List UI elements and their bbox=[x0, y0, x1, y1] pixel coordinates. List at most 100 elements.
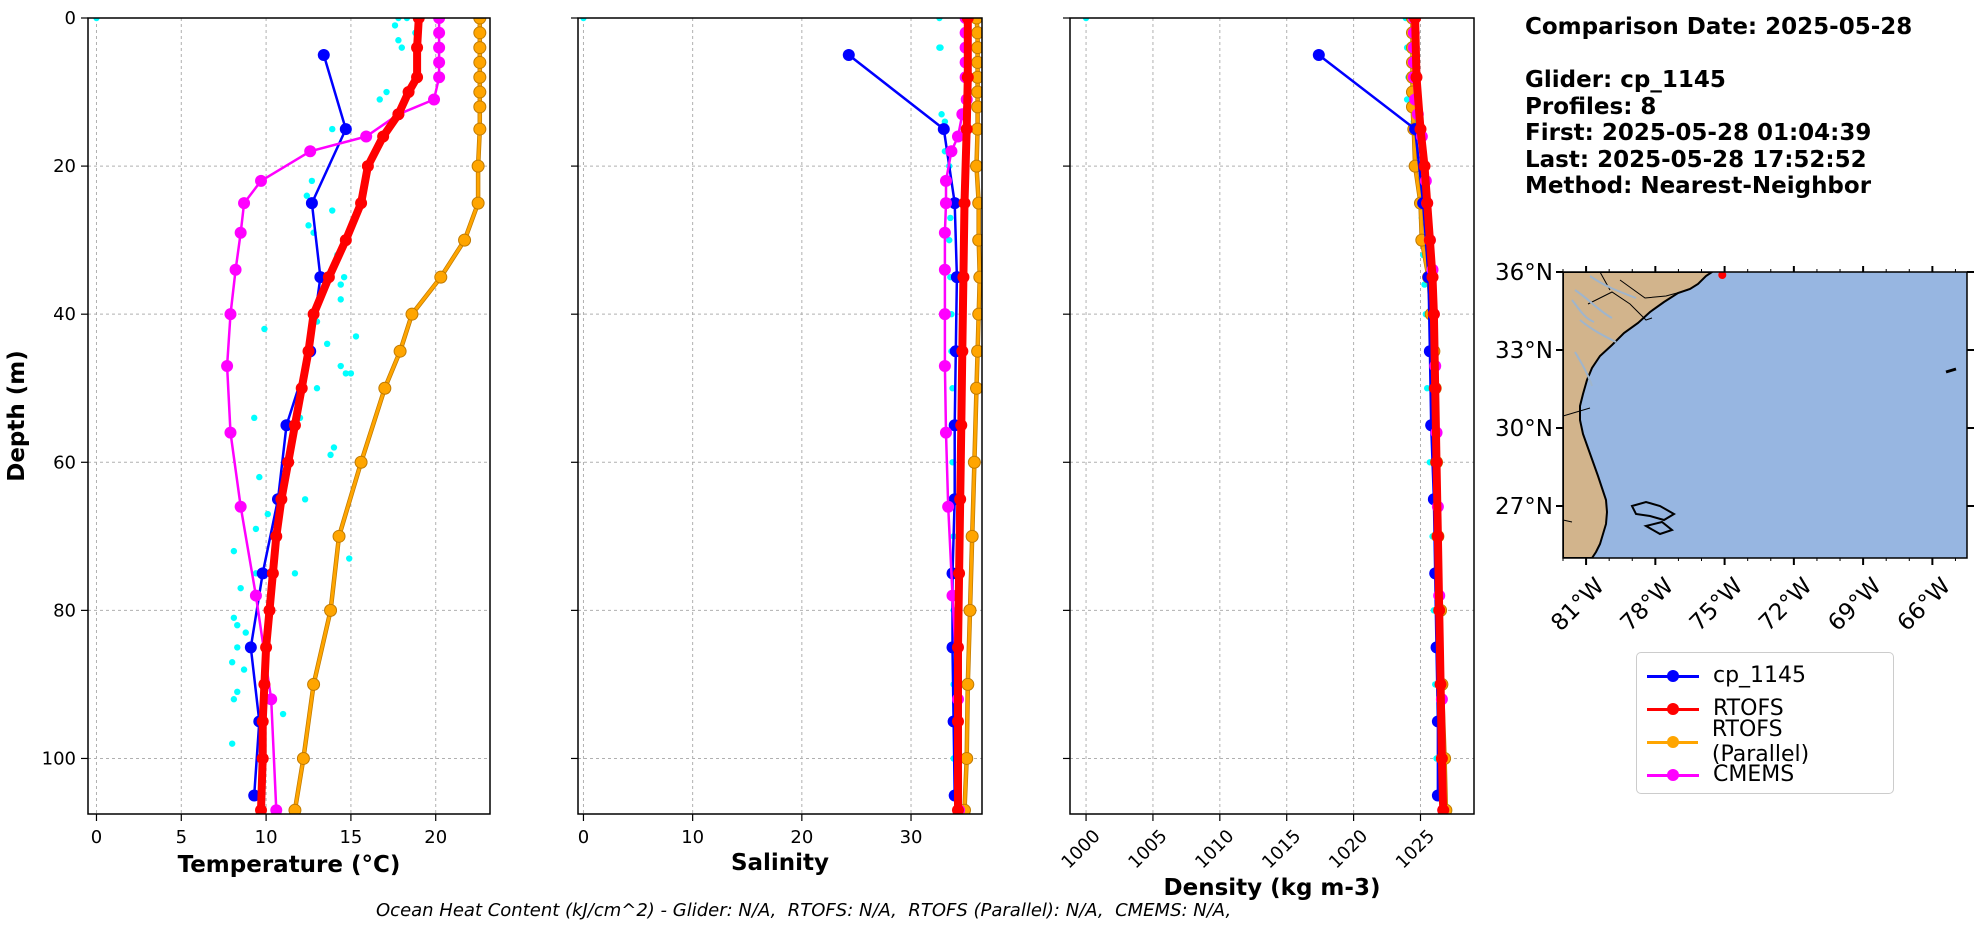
rtofs-point bbox=[256, 715, 269, 728]
rtofs-parallel-point bbox=[434, 270, 448, 284]
raw-profile-point bbox=[376, 96, 383, 103]
method: Method: Nearest-Neighbor bbox=[1525, 173, 1872, 199]
legend-swatch bbox=[1647, 666, 1699, 686]
cp-1145-point bbox=[1312, 49, 1325, 62]
rtofs-point bbox=[956, 345, 969, 358]
cmems-point bbox=[939, 426, 952, 439]
raw-profile-point bbox=[237, 584, 244, 592]
legend: cp_1145 RTOFS RTOFS (Parallel) CMEMS bbox=[1636, 652, 1894, 794]
cmems-point bbox=[270, 804, 283, 814]
cmems-point bbox=[304, 145, 317, 158]
rtofs-parallel-point bbox=[288, 803, 302, 814]
legend-swatch bbox=[1647, 732, 1698, 752]
legend-label: cp_1145 bbox=[1713, 663, 1807, 688]
legend-label: CMEMS bbox=[1713, 762, 1795, 787]
cmems-point bbox=[433, 26, 446, 39]
raw-profile-point bbox=[938, 111, 945, 118]
rtofs-parallel-point bbox=[972, 196, 982, 210]
rtofs-point bbox=[302, 345, 315, 358]
raw-profile-point bbox=[342, 370, 350, 377]
rtofs-parallel-point bbox=[458, 233, 472, 247]
raw-profile-point bbox=[303, 192, 311, 199]
cmems-point bbox=[428, 93, 441, 106]
rtofs-parallel-point bbox=[473, 100, 487, 114]
rtofs-point bbox=[322, 271, 335, 284]
rtofs-point bbox=[951, 715, 964, 728]
cmems-line bbox=[225, 18, 441, 811]
raw-profile-point bbox=[323, 340, 331, 348]
cmems-point bbox=[234, 500, 247, 513]
cmems-point bbox=[938, 263, 951, 276]
lon-tick-label: 78°W bbox=[1616, 573, 1679, 636]
rtofs-parallel-point bbox=[473, 85, 487, 99]
raw-profile-point bbox=[398, 44, 405, 51]
rtofs-parallel-point bbox=[971, 85, 982, 99]
rtofs-parallel-point bbox=[405, 307, 419, 321]
cp-1145-point bbox=[248, 789, 261, 802]
cmems-point bbox=[224, 308, 237, 321]
rtofs-point bbox=[1437, 804, 1450, 814]
temperature-panel: 0 5 10 15 20 0 20 40 60 80 100 bbox=[42, 8, 491, 848]
y-tick-label: 80 bbox=[53, 600, 76, 621]
rtofs-point bbox=[955, 419, 968, 432]
lon-tick-label: 72°W bbox=[1754, 573, 1817, 636]
rtofs-parallel-point bbox=[332, 529, 346, 543]
raw-profile-point bbox=[346, 555, 353, 562]
x-tick-label: 20 bbox=[424, 827, 447, 848]
cmems-point bbox=[951, 130, 964, 143]
x-tick-label: 1020 bbox=[1325, 826, 1372, 873]
raw-profile-point bbox=[395, 37, 402, 44]
legend-label: RTOFS (Parallel) bbox=[1711, 716, 1810, 767]
legend-label: RTOFS bbox=[1713, 696, 1784, 721]
rtofs-point bbox=[951, 804, 964, 814]
raw-profile-point bbox=[93, 18, 100, 22]
rtofs-point bbox=[412, 18, 425, 24]
last-time: Last: 2025-05-28 17:52:52 bbox=[1525, 146, 1867, 173]
lat-tick-label: 27°N bbox=[1495, 494, 1553, 520]
raw-profile-point bbox=[340, 273, 348, 281]
rtofs-line bbox=[1411, 18, 1448, 811]
salinity-panel: 0 10 20 30 bbox=[571, 17, 983, 848]
cmems-point bbox=[433, 71, 446, 84]
rtofs-point bbox=[361, 160, 374, 173]
raw-profile-point bbox=[230, 614, 238, 621]
plot-area bbox=[580, 18, 982, 814]
map-frame bbox=[1562, 271, 1968, 559]
salinity-axis-label: Salinity bbox=[731, 850, 829, 876]
cmems-point bbox=[939, 174, 952, 187]
rtofs-line bbox=[257, 18, 423, 811]
raw-profile-point bbox=[337, 281, 344, 288]
rtofs-point bbox=[953, 567, 966, 580]
cp-1145-point bbox=[317, 49, 330, 62]
rtofs-point bbox=[355, 197, 368, 210]
rtofs-point bbox=[1429, 382, 1442, 395]
raw-profile-point bbox=[329, 125, 336, 133]
legend-entry-rtofs-parallel: RTOFS (Parallel) bbox=[1647, 717, 1883, 767]
raw-profile-point bbox=[403, 18, 411, 22]
glider-name: Glider: cp_1145 bbox=[1525, 67, 1726, 93]
rtofs-parallel-point bbox=[972, 233, 982, 247]
rtofs-point bbox=[961, 18, 974, 24]
rtofs-point bbox=[951, 641, 964, 654]
raw-profile-point bbox=[234, 644, 241, 651]
cmems-point bbox=[938, 360, 951, 373]
x-tick-label: 1000 bbox=[1057, 826, 1104, 873]
raw-profile-point bbox=[252, 525, 260, 533]
rtofs-parallel-point bbox=[471, 196, 485, 210]
cp-1145-point bbox=[948, 197, 961, 210]
raw-profile-point bbox=[337, 362, 344, 370]
rtofs-point bbox=[957, 271, 970, 284]
cmems-point bbox=[249, 589, 262, 602]
rtofs-point bbox=[339, 234, 352, 247]
rtofs-point bbox=[266, 567, 279, 580]
x-tick-label: 1015 bbox=[1258, 826, 1305, 873]
raw-profile-point bbox=[347, 370, 355, 377]
raw-profile-point bbox=[395, 18, 402, 22]
rtofs-point bbox=[295, 382, 308, 395]
cmems-point bbox=[360, 130, 373, 143]
raw-profile-point bbox=[301, 496, 309, 503]
raw-profile-point bbox=[261, 325, 268, 333]
rtofs-parallel-point bbox=[473, 41, 487, 55]
raw-profile-point bbox=[264, 510, 271, 518]
cmems-point bbox=[265, 693, 278, 706]
